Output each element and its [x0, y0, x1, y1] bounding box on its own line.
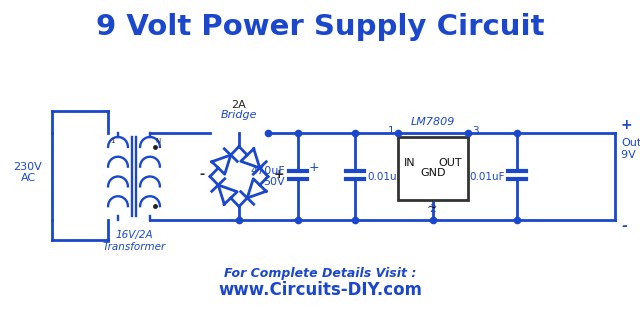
Text: GND: GND [420, 169, 445, 178]
Text: 16V/2A
Transformer: 16V/2A Transformer [102, 230, 166, 252]
Text: 2A: 2A [232, 100, 246, 110]
Text: www.Circuits-DIY.com: www.Circuits-DIY.com [218, 281, 422, 299]
Text: 1: 1 [387, 126, 394, 136]
Text: 1: 1 [109, 138, 115, 144]
Text: 0.01uF: 0.01uF [470, 172, 505, 181]
Bar [398, 137, 468, 200]
Text: For Complete Details Visit :: For Complete Details Visit : [224, 266, 416, 279]
Text: ~: ~ [427, 201, 437, 214]
Text: 9 Volt Power Supply Circuit: 9 Volt Power Supply Circuit [96, 13, 544, 41]
Text: N: N [156, 138, 161, 144]
Text: 2: 2 [429, 204, 436, 214]
Text: 470uF
50V: 470uF 50V [250, 166, 285, 187]
Text: 230V
AC: 230V AC [13, 162, 42, 183]
Text: -: - [199, 168, 204, 181]
Text: OUT: OUT [438, 158, 462, 169]
Text: Bridge: Bridge [221, 110, 257, 120]
Text: +: + [621, 118, 632, 132]
Text: IN: IN [404, 158, 415, 169]
Text: +: + [309, 161, 319, 174]
Text: 0.01uF: 0.01uF [367, 172, 403, 181]
Text: +: + [274, 168, 285, 181]
Text: 3: 3 [472, 126, 479, 136]
Text: -: - [621, 219, 627, 233]
Text: LM7809: LM7809 [411, 117, 455, 127]
Text: Output
9V DC: Output 9V DC [621, 138, 640, 160]
